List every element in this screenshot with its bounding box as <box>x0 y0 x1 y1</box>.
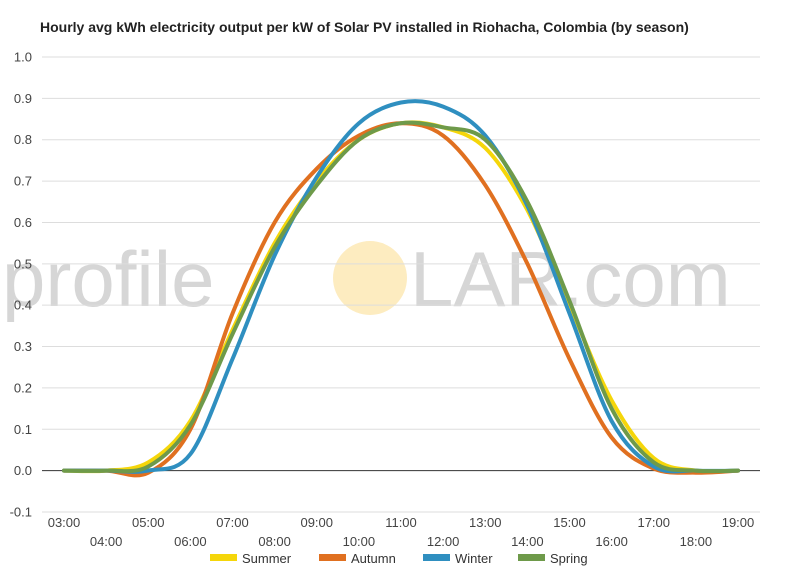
x-tick-label: 14:00 <box>511 534 544 549</box>
x-tick-label: 18:00 <box>680 534 713 549</box>
series-line-winter <box>62 99 740 474</box>
x-tick-label: 15:00 <box>553 515 586 530</box>
legend-label: Summer <box>242 551 292 566</box>
legend-swatch <box>319 554 346 561</box>
y-tick-label: 0.4 <box>14 298 32 313</box>
legend-swatch <box>423 554 450 561</box>
y-tick-label: 0.3 <box>14 339 32 354</box>
chart-title: Hourly avg kWh electricity output per kW… <box>40 19 689 35</box>
y-tick-label: 0.7 <box>14 174 32 189</box>
legend-label: Spring <box>550 551 588 566</box>
y-tick-label: 0.1 <box>14 422 32 437</box>
x-tick-label: 07:00 <box>216 515 249 530</box>
legend-item-summer: Summer <box>210 551 292 566</box>
y-tick-label: 1.0 <box>14 50 32 65</box>
legend: Summer Autumn Winter Spring <box>210 551 588 566</box>
y-tick-label: 0.5 <box>14 256 32 271</box>
y-tick-label: -0.1 <box>10 505 32 520</box>
legend-label: Winter <box>455 551 493 566</box>
x-tick-label: 13:00 <box>469 515 502 530</box>
x-tick-label: 04:00 <box>90 534 123 549</box>
y-axis: -0.1 0.0 0.1 0.2 0.3 0.4 0.5 0.6 0.7 0.8 0.9 1.0 <box>10 50 32 520</box>
legend-swatch <box>518 554 545 561</box>
x-tick-label: 05:00 <box>132 515 165 530</box>
watermark-sun-icon <box>333 241 407 315</box>
x-tick-label: 03:00 <box>48 515 81 530</box>
watermark-text-left: profile <box>2 235 214 323</box>
y-tick-label: 0.2 <box>14 380 32 395</box>
legend-label: Autumn <box>351 551 396 566</box>
gridlines <box>42 56 760 513</box>
x-tick-label: 06:00 <box>174 534 207 549</box>
x-axis: 03:00 04:00 05:00 06:00 07:00 08:00 09:00 10:00… <box>48 515 755 549</box>
x-tick-label: 19:00 <box>722 515 755 530</box>
legend-item-autumn: Autumn <box>319 551 396 566</box>
series-line-spring <box>62 120 740 474</box>
x-tick-label: 09:00 <box>300 515 333 530</box>
legend-swatch <box>210 554 237 561</box>
x-tick-label: 10:00 <box>343 534 376 549</box>
series-lines <box>62 99 740 478</box>
x-tick-label: 11:00 <box>385 515 417 530</box>
legend-item-spring: Spring <box>518 551 588 566</box>
watermark: profile LAR.com <box>2 235 731 323</box>
y-tick-label: 0.6 <box>14 215 32 230</box>
y-tick-label: 0.0 <box>14 463 32 478</box>
x-tick-label: 17:00 <box>637 515 670 530</box>
y-tick-label: 0.9 <box>14 91 32 106</box>
x-tick-label: 16:00 <box>595 534 628 549</box>
x-tick-label: 08:00 <box>258 534 291 549</box>
legend-item-winter: Winter <box>423 551 493 566</box>
x-tick-label: 12:00 <box>427 534 460 549</box>
y-tick-label: 0.8 <box>14 132 32 147</box>
